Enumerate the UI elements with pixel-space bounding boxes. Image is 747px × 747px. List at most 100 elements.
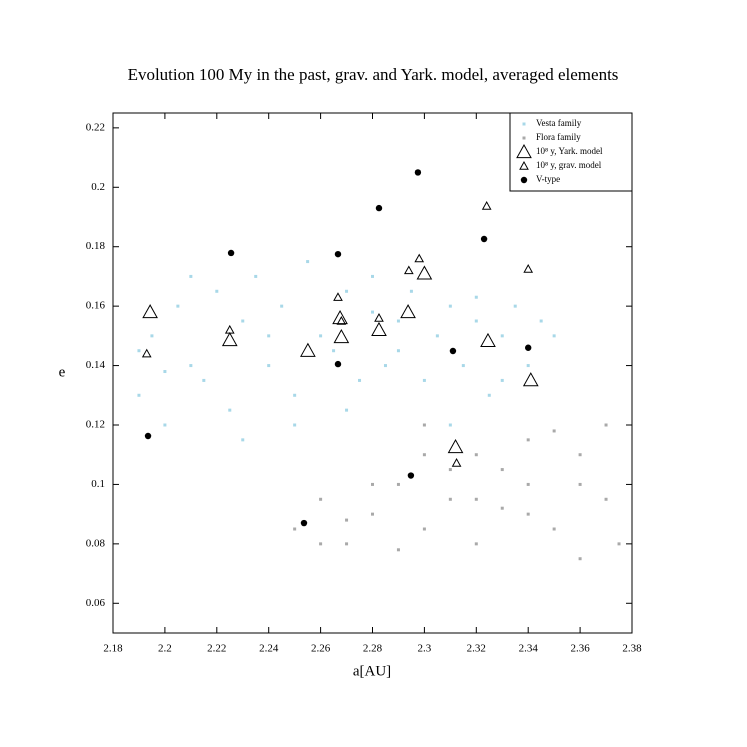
point	[215, 289, 219, 293]
x-axis-label: a[AU]	[353, 663, 391, 679]
point	[525, 344, 532, 351]
legend-label: Vesta family	[536, 118, 582, 128]
point	[241, 438, 245, 442]
point	[319, 497, 323, 501]
point	[267, 364, 271, 368]
point	[371, 274, 374, 278]
point	[371, 512, 374, 516]
point	[500, 378, 504, 382]
point	[414, 253, 425, 263]
point	[526, 512, 530, 516]
point	[422, 378, 426, 382]
point	[480, 332, 496, 348]
point	[383, 364, 387, 368]
point	[487, 393, 491, 397]
point	[447, 438, 464, 454]
point	[371, 310, 374, 314]
point	[422, 527, 426, 531]
point	[332, 349, 336, 353]
point	[293, 527, 297, 531]
point	[400, 304, 416, 319]
point	[202, 378, 206, 382]
point	[336, 315, 347, 325]
point	[300, 342, 316, 357]
point	[578, 453, 582, 457]
point	[345, 518, 349, 522]
point	[461, 364, 465, 368]
point	[409, 289, 413, 293]
point	[163, 423, 167, 427]
point	[254, 274, 258, 278]
point	[396, 482, 400, 486]
point	[407, 472, 415, 479]
point	[526, 364, 530, 368]
y-tick-label: 0.08	[86, 537, 106, 549]
point	[481, 200, 492, 210]
point	[345, 542, 349, 546]
x-tick-label: 2.36	[570, 643, 590, 655]
point	[513, 304, 517, 308]
x-tick-label: 2.26	[311, 643, 331, 655]
y-axis-label: e	[59, 364, 66, 380]
point	[474, 453, 478, 457]
point	[319, 334, 323, 338]
point	[526, 438, 530, 442]
point	[163, 370, 167, 374]
legend-label: 10⁸ y, Yark. model	[536, 146, 603, 156]
point	[500, 506, 504, 510]
x-tick-label: 2.28	[363, 643, 383, 655]
point	[300, 519, 308, 527]
x-tick-label: 2.32	[467, 643, 486, 655]
point	[448, 423, 452, 427]
point	[500, 334, 504, 338]
point	[374, 312, 384, 322]
legend-label: Flora family	[536, 132, 581, 142]
x-tick-label: 2.38	[622, 643, 642, 655]
point	[474, 295, 478, 299]
point	[500, 468, 504, 472]
point	[416, 265, 433, 280]
point	[516, 143, 532, 159]
x-tick-label: 2.22	[207, 643, 226, 655]
y-tick-label: 0.06	[86, 597, 106, 609]
point	[396, 548, 400, 552]
point	[414, 169, 422, 176]
point	[422, 423, 426, 427]
point	[293, 393, 297, 397]
x-tick-label: 2.24	[259, 643, 279, 655]
point	[396, 349, 400, 353]
legend-label: V-type	[536, 174, 560, 184]
point	[267, 334, 271, 338]
point	[144, 432, 152, 440]
point	[480, 235, 488, 243]
point	[371, 321, 387, 337]
point	[448, 468, 452, 472]
y-tick-label: 0.22	[86, 121, 105, 133]
point	[522, 136, 526, 140]
point	[422, 453, 426, 457]
point	[474, 497, 478, 501]
point	[333, 292, 343, 301]
point	[189, 364, 193, 368]
point	[522, 122, 526, 126]
point	[137, 349, 141, 353]
point	[227, 249, 235, 257]
point	[334, 360, 342, 368]
point	[228, 408, 232, 412]
point	[552, 527, 556, 531]
point	[345, 408, 349, 412]
point	[519, 160, 529, 170]
y-tick-label: 0.16	[86, 300, 106, 312]
x-tick-label: 2.3	[418, 643, 432, 655]
point	[176, 304, 180, 308]
point	[371, 482, 374, 486]
point	[435, 334, 439, 338]
y-tick-label: 0.2	[91, 181, 105, 193]
point	[448, 304, 452, 308]
point	[451, 458, 462, 467]
point	[280, 304, 284, 308]
point	[137, 393, 141, 397]
point	[142, 304, 158, 319]
point	[520, 176, 528, 184]
